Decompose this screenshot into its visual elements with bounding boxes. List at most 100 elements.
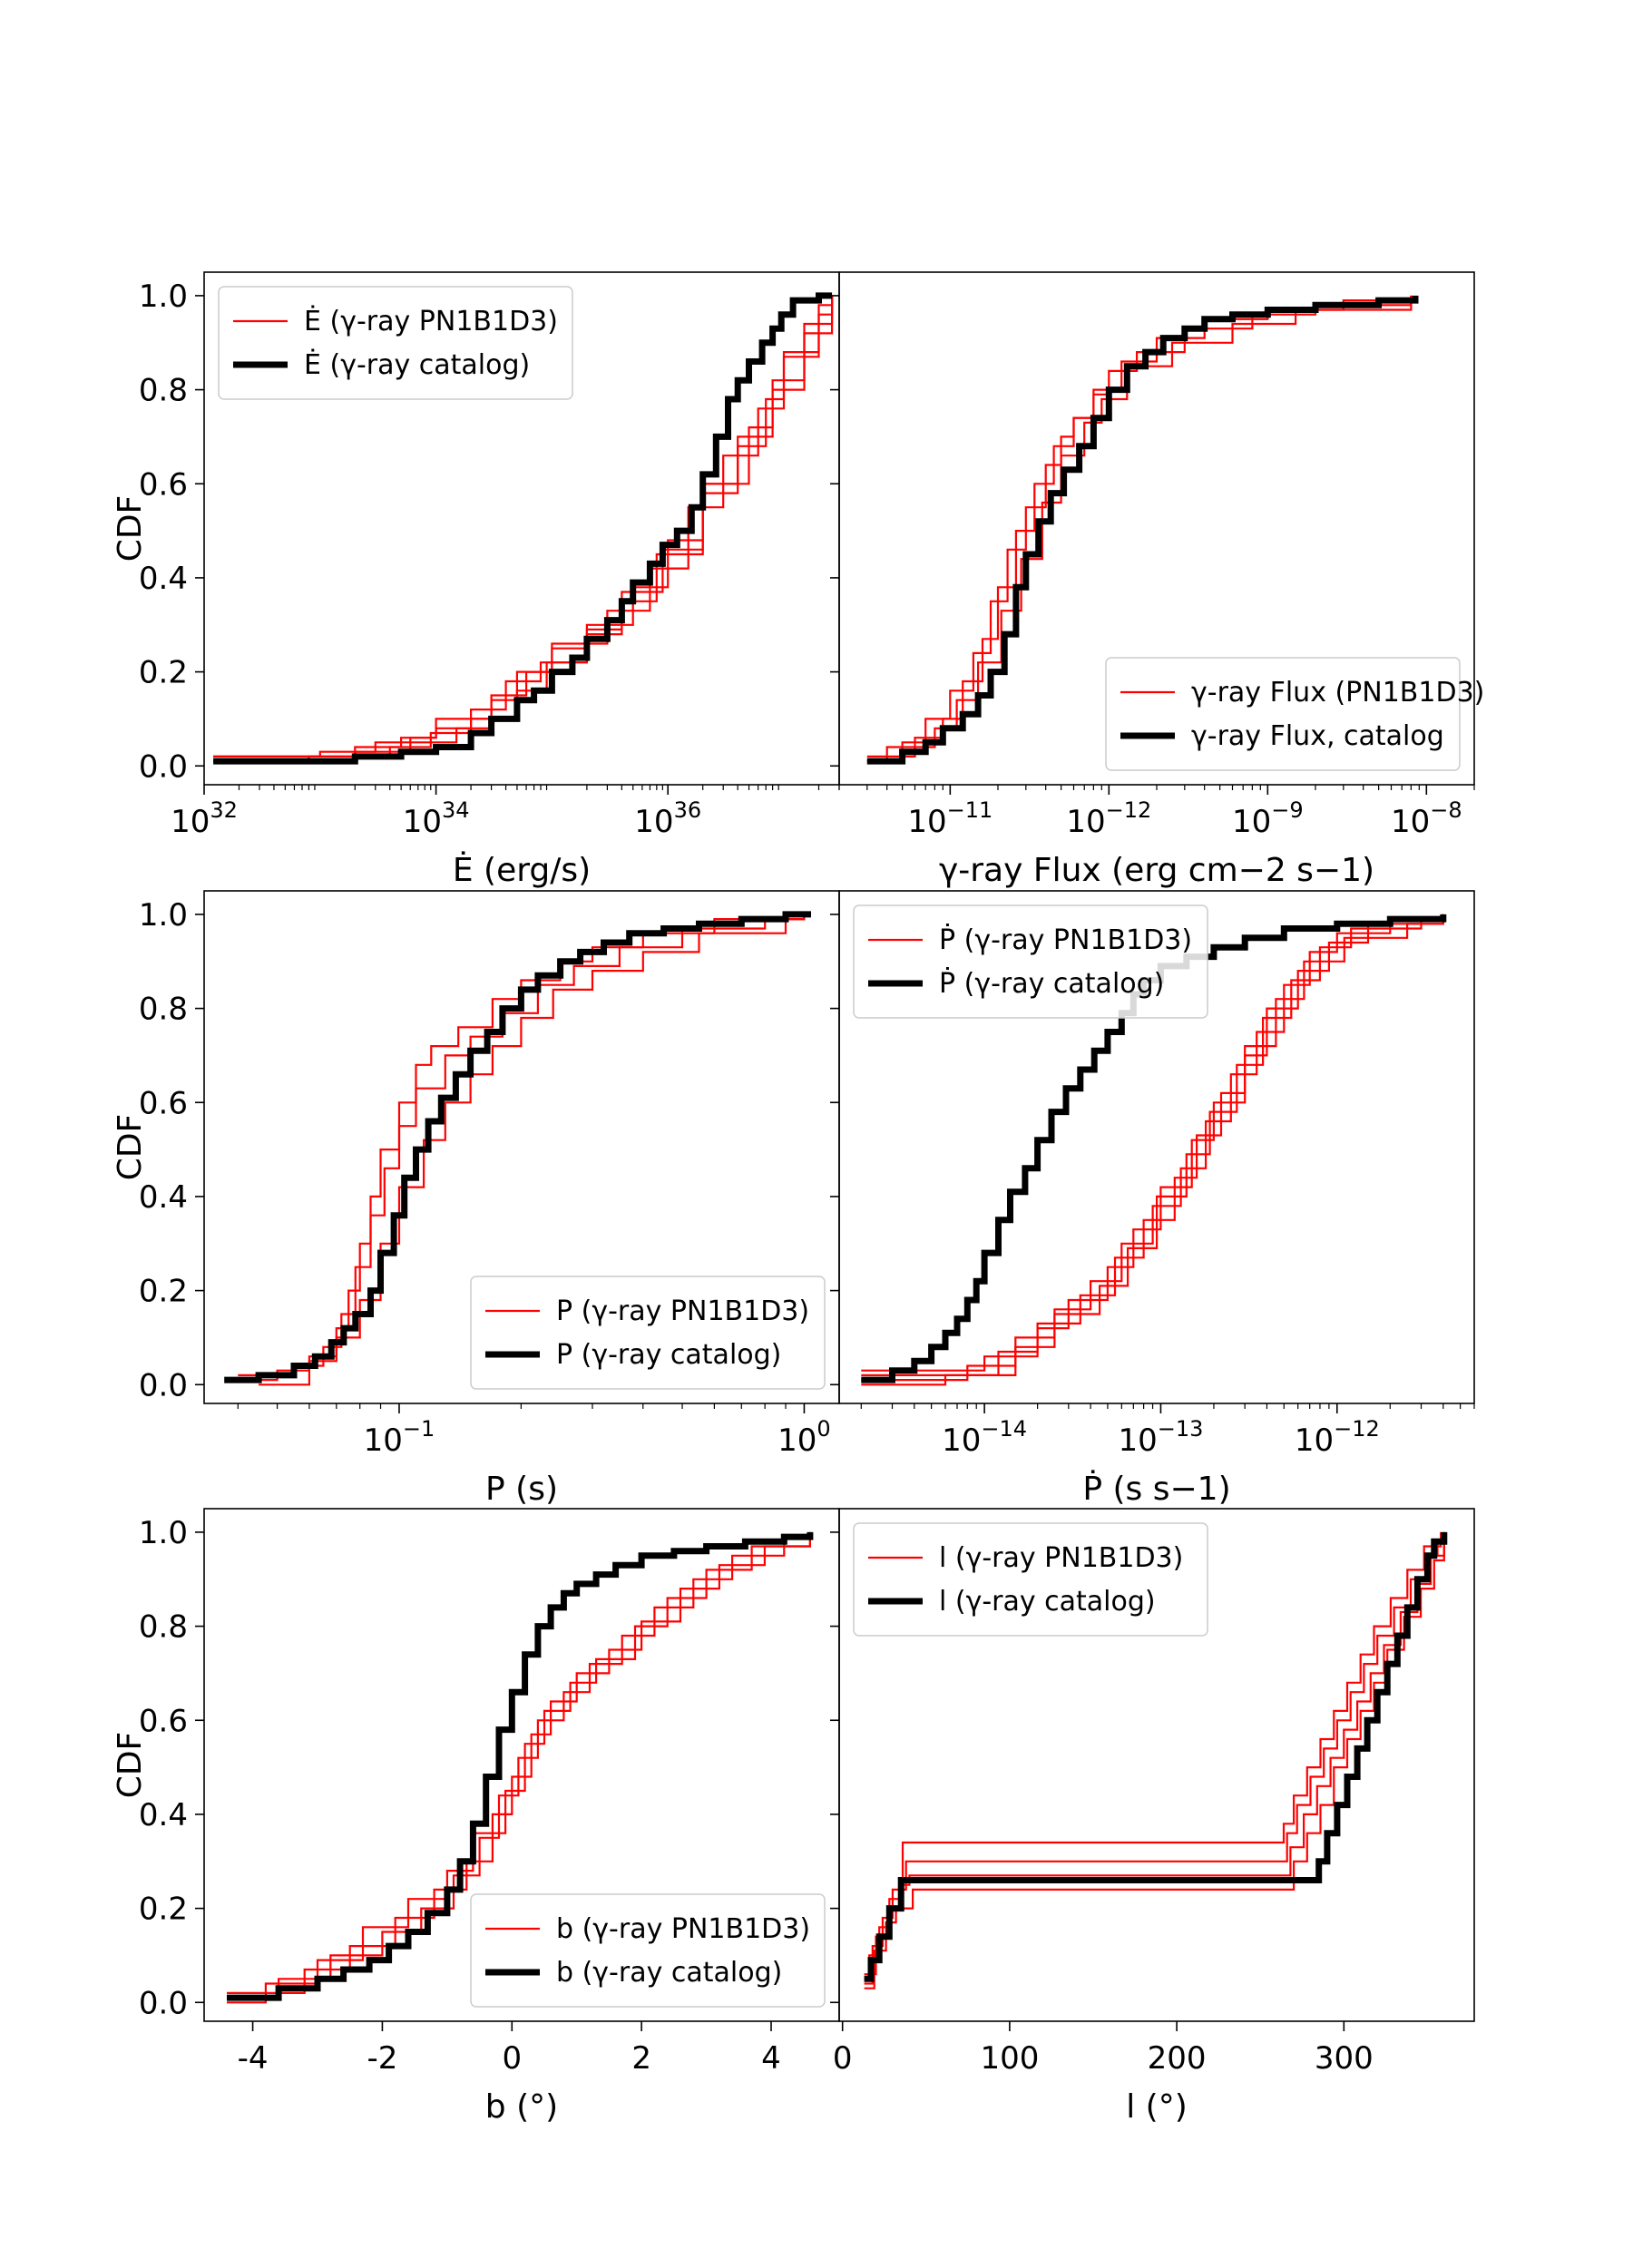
- x-tick-label: 0: [502, 2040, 522, 2077]
- y-axis-label: CDF: [112, 1732, 149, 1799]
- x-tick-label: 1034: [403, 797, 470, 840]
- legend-box: [1105, 657, 1461, 771]
- x-tick-label: -2: [367, 2040, 397, 2077]
- x-axis-label: P (s): [485, 1471, 558, 1508]
- catalog-series-line: [227, 1531, 814, 2001]
- tick-exponent: −11: [947, 797, 993, 823]
- y-tick-label: 0.4: [139, 561, 188, 597]
- tick-exponent: −12: [1106, 797, 1152, 823]
- x-axis-label: Ṗ (s s−1): [1082, 1470, 1230, 1508]
- axes-frame: [838, 1508, 1475, 2022]
- catalog-series-line: [864, 1531, 1448, 1982]
- catalog-series-line: [224, 911, 811, 1383]
- chart-panel-b: 0.0 0.2 0.4 0.6 0.8 1.0 -4 -2 0 2 4 b (°) CDF b (γ-ra…: [112, 1508, 840, 2126]
- legend-box: [853, 904, 1208, 1019]
- legend: b (γ-ray PN1B1D3) b (γ-ray catalog): [470, 1893, 826, 2008]
- tick-exponent: 36: [674, 797, 702, 823]
- tick-base: 10: [634, 804, 673, 840]
- tick-exponent: −9: [1271, 797, 1303, 823]
- sim-series-line-2: [866, 295, 1413, 758]
- x-tick-label: 100: [980, 2040, 1039, 2077]
- x-tick-label: 10−1: [364, 1416, 435, 1459]
- x-axis-label: l (°): [1126, 2088, 1188, 2126]
- y-tick-label: 0.4: [139, 1179, 188, 1216]
- y-tick-label: 0.2: [139, 655, 188, 691]
- tick-base: 10: [403, 804, 442, 840]
- tick-base: 10: [1391, 804, 1430, 840]
- tick-base: 10: [777, 1422, 816, 1459]
- y-tick-label: 0.4: [139, 1797, 188, 1833]
- y-tick-label: 0.0: [139, 748, 188, 785]
- tick-base: 10: [1066, 804, 1105, 840]
- y-tick-label: 1.0: [139, 897, 188, 934]
- y-tick-label: 0.0: [139, 1367, 188, 1403]
- tick-exponent: −14: [981, 1416, 1027, 1442]
- legend-label: Ṗ (γ-ray PN1B1D3): [939, 924, 1192, 956]
- legend-label: P (γ-ray catalog): [556, 1339, 781, 1371]
- catalog-series-line: [213, 292, 833, 765]
- legend: γ-ray Flux (PN1B1D3) γ-ray Flux, catalog: [1105, 657, 1484, 771]
- y-tick-label: 0.8: [139, 992, 188, 1028]
- tick-exponent: 34: [442, 797, 470, 823]
- x-tick-label: -4: [238, 2040, 269, 2077]
- tick-base: 10: [942, 1422, 981, 1459]
- legend-box: [853, 1522, 1208, 1637]
- legend: P (γ-ray PN1B1D3) P (γ-ray catalog): [470, 1276, 826, 1390]
- legend-box: [470, 1893, 826, 2008]
- sim-series-line-1: [238, 914, 806, 1382]
- x-tick-label: 10−11: [907, 797, 993, 840]
- x-tick-label: 1036: [634, 797, 701, 840]
- legend-label: Ė (γ-ray catalog): [304, 348, 530, 381]
- x-tick-label: 300: [1315, 2040, 1374, 2077]
- series-group: [864, 1531, 1448, 1989]
- y-tick-label: 0.2: [139, 1892, 188, 1928]
- x-tick-label: 100: [777, 1416, 831, 1459]
- legend: l (γ-ray PN1B1D3) l (γ-ray catalog): [853, 1522, 1208, 1637]
- sim-series-line-4: [864, 1531, 1445, 1989]
- x-tick-label: 10−12: [1066, 797, 1151, 840]
- legend-box: [218, 286, 573, 400]
- x-tick-label: 1032: [171, 797, 238, 840]
- legend: Ṗ (γ-ray PN1B1D3) Ṗ (γ-ray catalog): [853, 904, 1208, 1019]
- y-tick-label: 0.2: [139, 1274, 188, 1310]
- x-tick-label: 2: [631, 2040, 651, 2077]
- tick-base: 10: [1295, 1422, 1334, 1459]
- tick-exponent: −13: [1158, 1416, 1204, 1442]
- sim-series-line-1: [864, 1531, 1445, 1985]
- y-tick-label: 0.0: [139, 1985, 188, 2021]
- y-tick-label: 0.6: [139, 466, 188, 503]
- series-group: [866, 295, 1419, 765]
- tick-exponent: −12: [1334, 1416, 1380, 1442]
- x-axis-label: b (°): [485, 2088, 558, 2126]
- x-tick-label: 10−14: [942, 1416, 1027, 1459]
- x-tick-label: 0: [833, 2040, 853, 2077]
- series-group: [213, 292, 834, 765]
- tick-exponent: −8: [1430, 797, 1462, 823]
- axes-frame: [838, 890, 1475, 1404]
- legend-label: γ-ray Flux, catalog: [1191, 720, 1444, 752]
- sim-series-line-3: [213, 295, 834, 763]
- sim-series-line-3: [861, 914, 1444, 1386]
- legend: Ė (γ-ray PN1B1D3) Ė (γ-ray catalog): [218, 286, 573, 400]
- x-tick-label: 10−9: [1232, 797, 1304, 840]
- legend-label: Ė (γ-ray PN1B1D3): [304, 305, 558, 337]
- catalog-series-line: [866, 295, 1419, 765]
- tick-base: 10: [171, 804, 210, 840]
- y-axis-label: CDF: [112, 495, 149, 562]
- x-axis-label: γ-ray Flux (erg cm−2 s−1): [939, 852, 1374, 889]
- tick-exponent: 32: [210, 797, 238, 823]
- tick-base: 10: [1232, 804, 1271, 840]
- legend-label: l (γ-ray catalog): [939, 1586, 1156, 1618]
- x-axis-label: Ė (erg/s): [453, 851, 591, 889]
- sim-series-line-3: [227, 1531, 811, 2004]
- tick-base: 10: [907, 804, 946, 840]
- legend-box: [470, 1276, 826, 1390]
- legend-label: l (γ-ray PN1B1D3): [939, 1542, 1183, 1574]
- y-tick-label: 0.6: [139, 1703, 188, 1739]
- catalog-series-line: [861, 914, 1447, 1383]
- y-tick-label: 0.8: [139, 373, 188, 409]
- series-group: [224, 911, 811, 1386]
